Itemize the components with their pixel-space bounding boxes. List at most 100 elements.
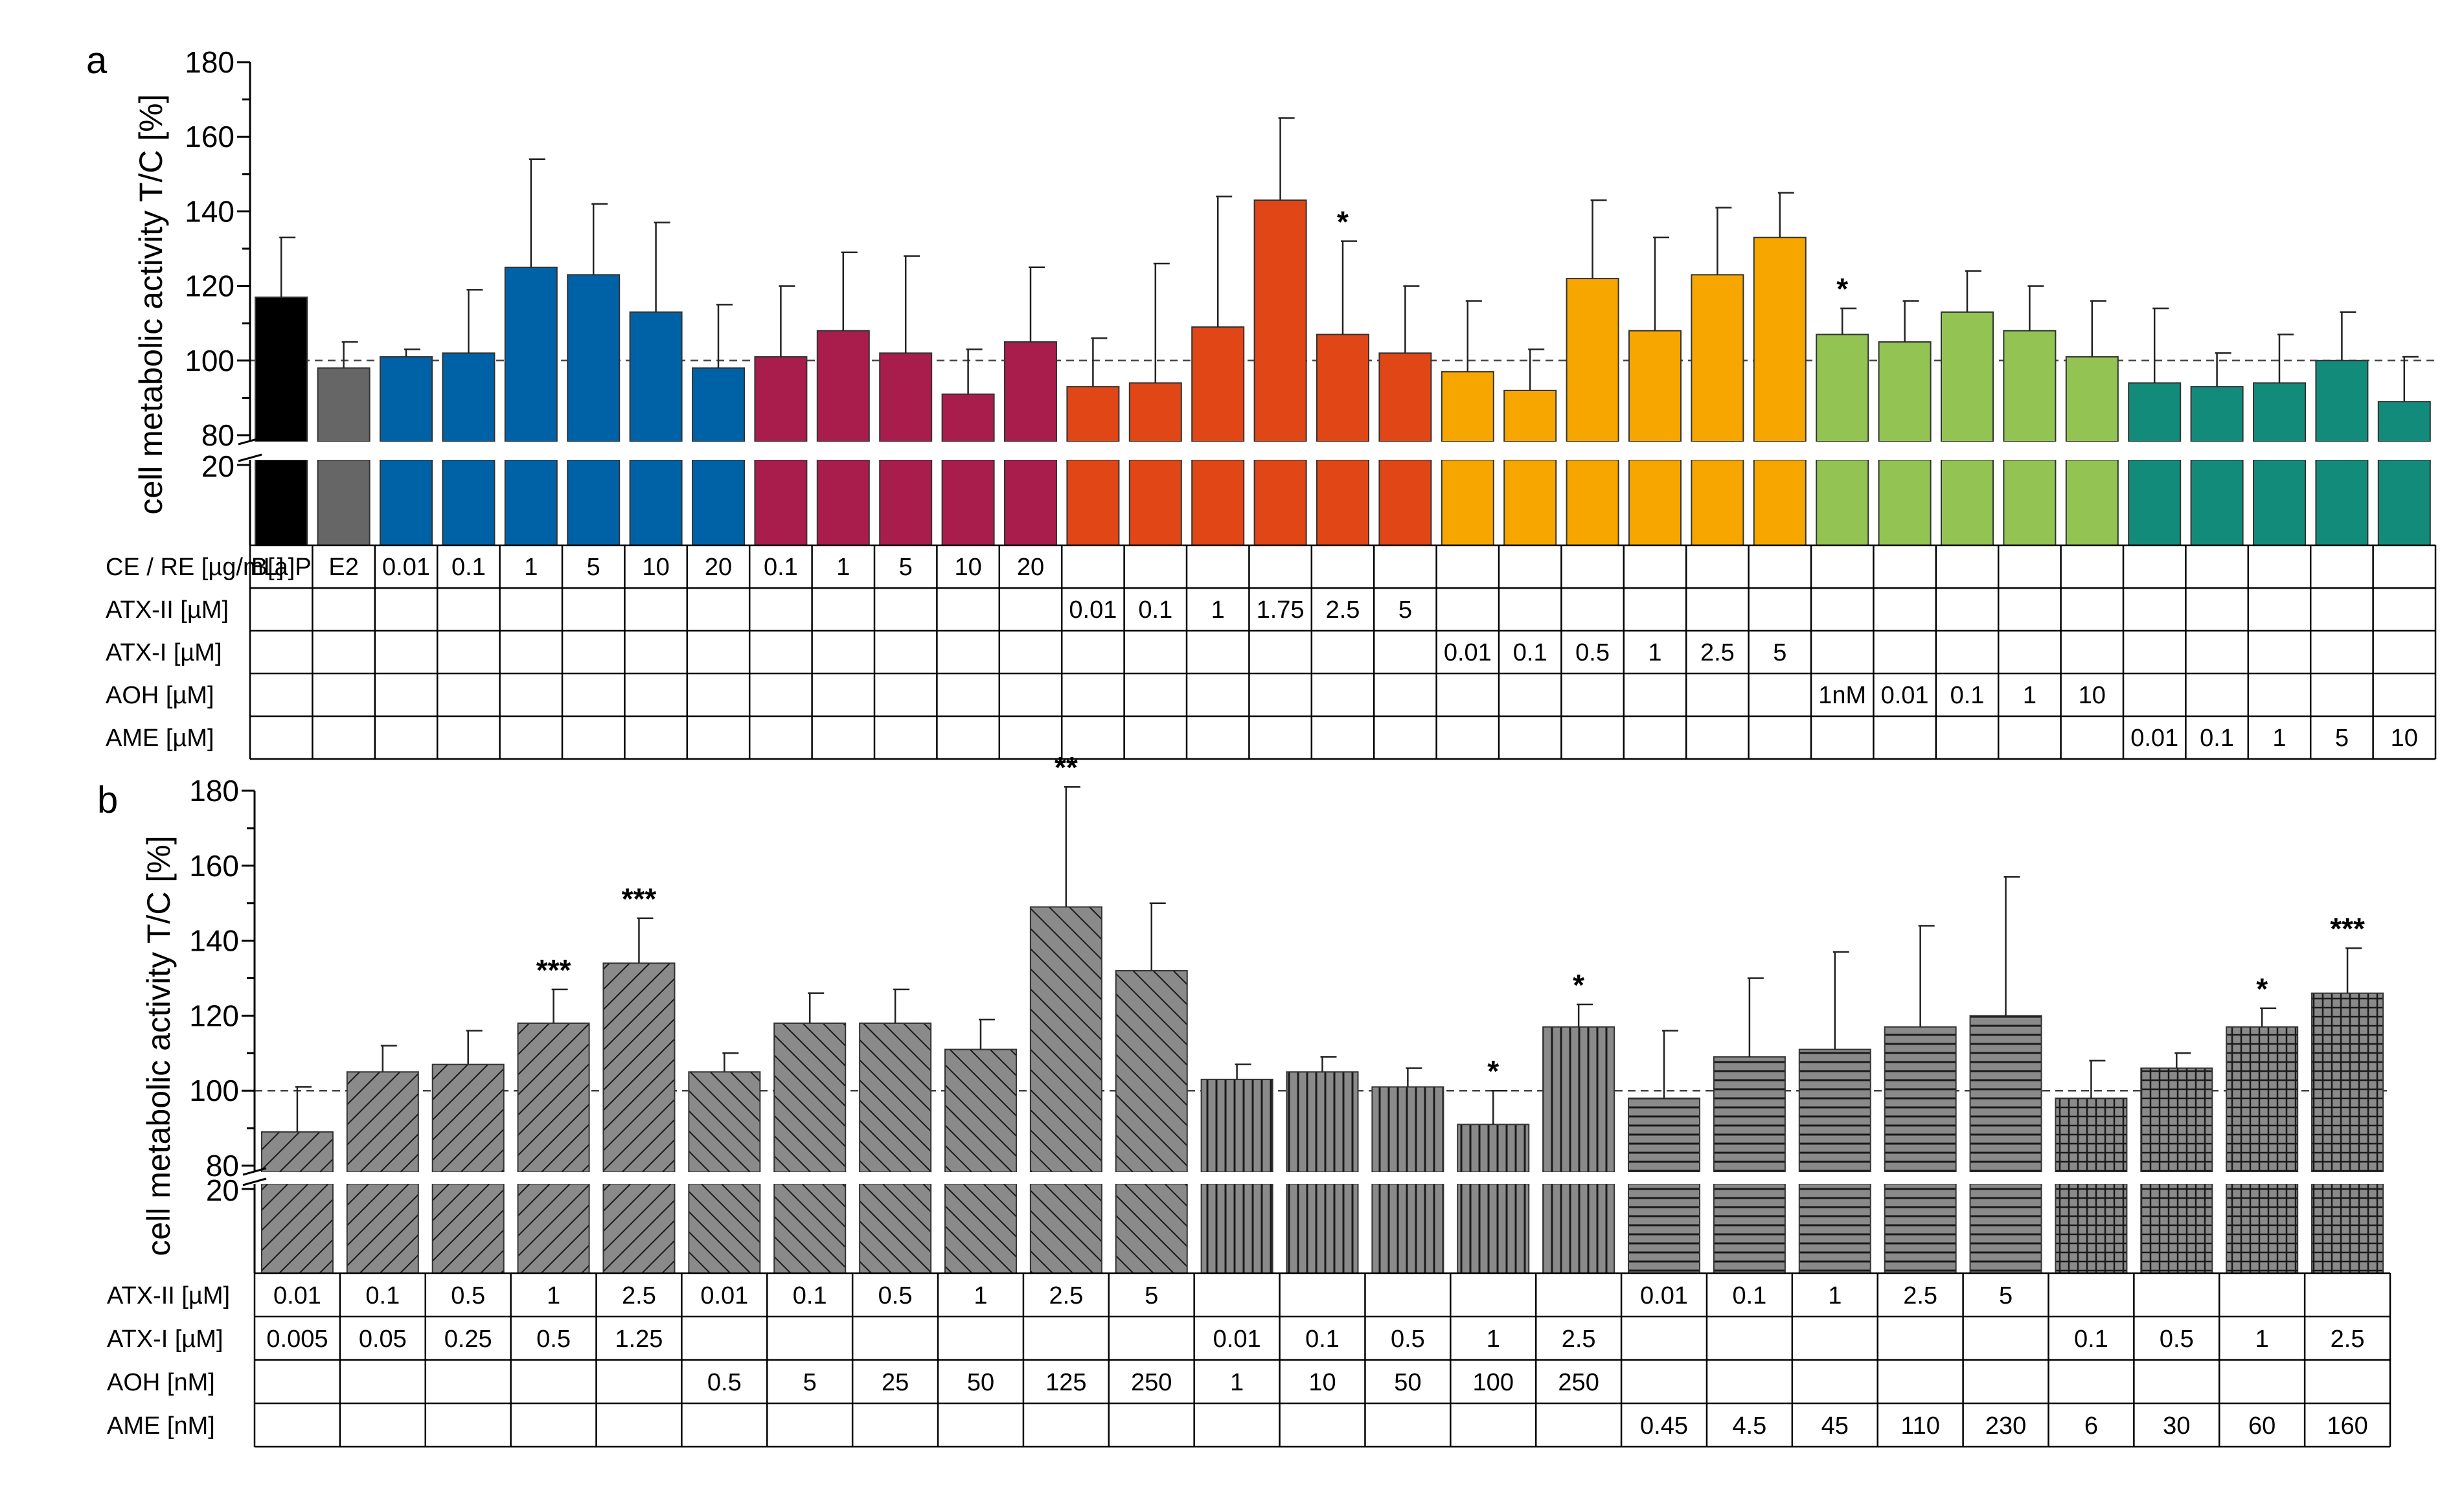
table-row-label: AME [nM] <box>107 1412 215 1440</box>
bar-upper <box>1253 199 1307 442</box>
bar-lower-stub <box>1969 1183 2042 1274</box>
bar-lower-stub <box>602 1183 676 1274</box>
table-cell: 2.5 <box>2331 1326 2365 1353</box>
bar-upper <box>1371 1086 1444 1173</box>
bar-upper <box>1457 1124 1530 1173</box>
bar-lower-stub <box>1503 459 1557 546</box>
bar-upper <box>255 296 308 442</box>
bar-lower-stub <box>380 459 433 546</box>
bar-upper <box>517 1022 590 1173</box>
bar-upper <box>2065 356 2119 442</box>
bar-lower-stub <box>629 459 683 546</box>
bar-upper <box>1884 1026 1957 1173</box>
bar-lower-stub <box>431 1183 505 1274</box>
bar-lower-stub <box>1542 1183 1615 1274</box>
bar-lower-stub <box>2315 459 2369 546</box>
table-cell: 0.01 <box>273 1282 321 1309</box>
table-cell: 6 <box>2084 1412 2098 1440</box>
table-cell: 2.5 <box>622 1282 656 1309</box>
bar-upper <box>941 393 995 443</box>
bar-lower-stub <box>1286 1183 1359 1274</box>
table-cell: 2.5 <box>1049 1282 1083 1309</box>
bar-lower-stub <box>2055 1183 2128 1274</box>
table-cell: 0.5 <box>2160 1326 2194 1353</box>
bar-upper <box>317 367 371 443</box>
y-tick-label: 120 <box>185 269 234 303</box>
y-axis-label: cell metabolic activity T/C [%] <box>133 94 169 514</box>
significance-marker: * <box>2256 972 2268 1006</box>
significance-marker: *** <box>536 953 571 987</box>
table-cell: 0.01 <box>1444 639 1492 666</box>
bar-upper <box>692 367 745 443</box>
bar-upper <box>1004 341 1057 442</box>
bar-lower-stub <box>754 459 808 546</box>
significance-marker: *** <box>622 882 657 916</box>
table-cell: 10 <box>642 554 669 581</box>
bar-upper <box>431 1063 505 1173</box>
table-row-label: AME [µM] <box>106 725 214 752</box>
table-cell: 0.1 <box>1138 596 1172 624</box>
bar-upper <box>2055 1097 2128 1173</box>
panel-b: b ********** ****8010012014016018020cell … <box>97 751 2397 1448</box>
table-cell: 0.01 <box>1069 596 1117 624</box>
table-cell: 1.75 <box>1257 596 1305 624</box>
table-cell: 5 <box>1773 639 1786 666</box>
y-tick-label: 140 <box>185 194 234 228</box>
bar-upper <box>1816 334 1869 442</box>
bar-upper <box>879 352 933 443</box>
bar-upper <box>1378 352 1432 443</box>
table-cell: 0.45 <box>1640 1412 1688 1440</box>
table-cell: 0.01 <box>382 554 430 581</box>
table-cell: 1 <box>1230 1369 1244 1396</box>
table-cell: 0.01 <box>1640 1282 1688 1309</box>
bar-upper <box>2140 1067 2213 1173</box>
panel-a-letter: a <box>86 40 108 82</box>
bar-lower-stub <box>1566 459 1619 546</box>
bar-lower-stub <box>255 459 308 546</box>
bar-lower-stub <box>1115 1183 1188 1274</box>
bar-upper <box>442 352 496 443</box>
bar-lower-stub <box>2377 459 2431 546</box>
table-cell: 0.5 <box>1575 639 1610 666</box>
table-cell: 250 <box>1558 1369 1599 1396</box>
bar-upper <box>773 1022 847 1173</box>
y-tick-label: 160 <box>185 120 234 153</box>
table-cell: 1 <box>1211 596 1225 624</box>
bar-upper <box>504 266 558 442</box>
bar-lower-stub <box>2190 459 2244 546</box>
table-cell: 0.1 <box>764 554 798 581</box>
table-cell: 110 <box>1900 1412 1940 1440</box>
table-cell: 0.1 <box>365 1282 400 1309</box>
table-cell: 0.5 <box>878 1282 913 1309</box>
bar-lower-stub <box>1798 1183 1871 1274</box>
bar-lower-stub <box>567 459 621 546</box>
table-cell: 10 <box>2079 682 2106 709</box>
table-cell: 4.5 <box>1732 1412 1766 1440</box>
bar-lower-stub <box>773 1183 847 1274</box>
bar-upper <box>2003 330 2057 442</box>
table-cell: 250 <box>1131 1369 1172 1396</box>
bar-lower-stub <box>1378 459 1432 546</box>
bar-upper <box>1115 969 1188 1173</box>
table-cell: E2 <box>328 554 358 581</box>
table-cell: 45 <box>1821 1412 1849 1440</box>
table-cell: 0.005 <box>266 1326 328 1353</box>
bar-lower-stub <box>1753 459 1807 546</box>
bar-upper <box>1316 334 1369 442</box>
y-tick-label: 120 <box>189 999 239 1032</box>
bar-lower-stub <box>1457 1183 1530 1274</box>
bar-lower-stub <box>816 459 870 546</box>
bar-lower-stub <box>1200 1183 1273 1274</box>
bar-lower-stub <box>1371 1183 1444 1274</box>
axis-break-band <box>231 442 2442 460</box>
bar-upper <box>567 274 621 442</box>
table-cell: 1 <box>2023 682 2036 709</box>
y-tick-label: 100 <box>185 344 234 378</box>
table-cell: 0.1 <box>451 554 486 581</box>
bar-lower-stub <box>879 459 933 546</box>
table-cell: 60 <box>2248 1412 2276 1440</box>
bar-upper <box>2377 401 2431 442</box>
bar-lower-stub <box>1878 459 1932 546</box>
table-cell: 0.5 <box>1391 1326 1425 1353</box>
bar-lower-stub <box>1004 459 1057 546</box>
